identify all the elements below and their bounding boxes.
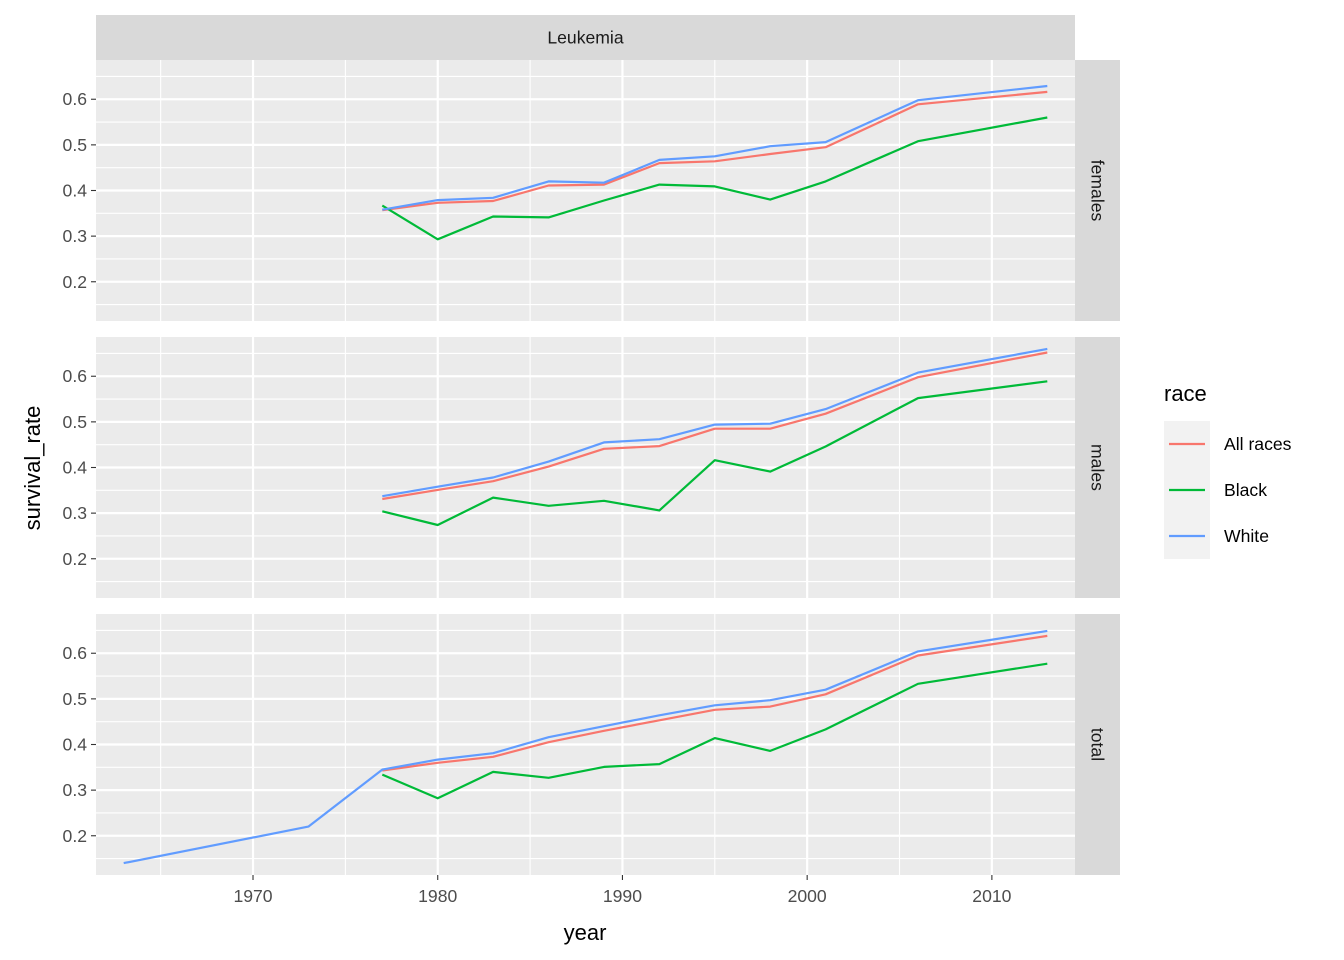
y-tick-label: 0.4 — [63, 458, 88, 478]
facet-strip-right — [1075, 60, 1120, 321]
legend-items: All races Black White — [1164, 421, 1292, 559]
legend-label: Black — [1224, 480, 1267, 500]
legend-item: Black — [1164, 467, 1267, 513]
series-line-white — [382, 347, 1048, 498]
legend-title: race — [1164, 381, 1207, 406]
y-tick-label: 0.2 — [63, 272, 87, 292]
series-line-all-races — [382, 90, 1048, 212]
x-tick-label: 2000 — [788, 886, 827, 906]
facet-strip-right-label: total — [1088, 728, 1108, 761]
legend-item: White — [1164, 513, 1269, 559]
y-tick-label: 0.6 — [63, 366, 88, 386]
facet-strip-top-label: Leukemia — [547, 28, 624, 48]
series-line-black — [382, 380, 1048, 527]
y-tick-label: 0.5 — [63, 135, 88, 155]
facet-strip-right-label: females — [1088, 160, 1108, 222]
legend-label: All races — [1224, 434, 1292, 454]
series-line-white — [382, 84, 1048, 211]
y-tick-label: 0.6 — [63, 643, 88, 663]
y-tick-label: 0.3 — [63, 503, 88, 523]
y-tick-label: 0.3 — [63, 226, 88, 246]
y-tick-label: 0.4 — [63, 735, 88, 755]
series-line-black — [381, 662, 1048, 800]
y-tick-label: 0.5 — [63, 689, 88, 709]
series-line-black — [381, 116, 1048, 241]
x-axis-title: year — [564, 920, 607, 945]
series-line-all-races — [382, 351, 1048, 501]
x-tick-label: 1980 — [418, 886, 457, 906]
x-tick-label: 2010 — [972, 886, 1011, 906]
y-axis-title: survival_rate — [20, 406, 45, 531]
y-tick-label: 0.4 — [63, 181, 88, 201]
panel-females: 0.2 0.3 0.4 0.5 0.6 females — [63, 60, 1120, 321]
y-tick-label: 0.2 — [63, 826, 87, 846]
legend-item: All races — [1164, 421, 1292, 467]
panel-total: 0.2 0.3 0.4 0.5 0.6 total 1970 1980 1990 2000 2010 — [63, 614, 1120, 906]
y-tick-label: 0.2 — [63, 549, 87, 569]
series-line-all-races — [382, 634, 1048, 772]
y-tick-label: 0.5 — [63, 412, 88, 432]
y-tick-label: 0.6 — [63, 89, 88, 109]
facet-strip-top — [96, 15, 1075, 60]
y-tick-label: 0.3 — [63, 780, 88, 800]
facet-panels: Leukemia0.20.30.40.50.6females0.20.30.40… — [63, 15, 1120, 906]
x-tick-label: 1970 — [233, 886, 272, 906]
x-tick-label: 1990 — [603, 886, 642, 906]
facet-strip-right — [1075, 614, 1120, 875]
legend-label: White — [1224, 526, 1269, 546]
facet-strip-right — [1075, 337, 1120, 598]
series-line-white — [123, 629, 1048, 865]
panel-males: 0.2 0.3 0.4 0.5 0.6 males — [63, 337, 1120, 598]
legend: race All races Black White — [1164, 381, 1292, 559]
facet-strip-right-label: males — [1088, 444, 1108, 491]
